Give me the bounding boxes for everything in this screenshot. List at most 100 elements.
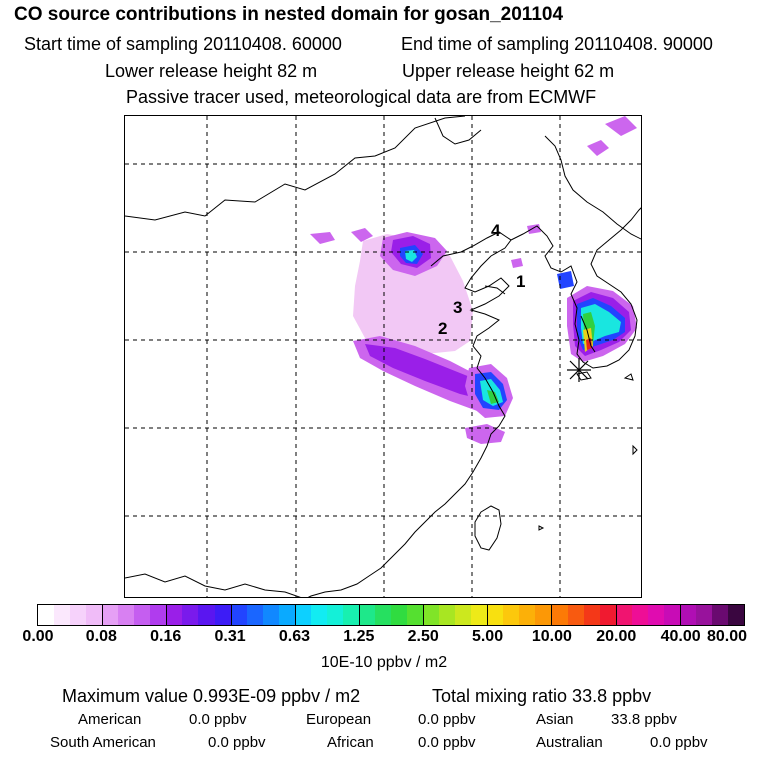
plume-south-tail [465,424,505,444]
plume-west-blob-1 [310,232,335,244]
colorbar-segment [374,605,392,625]
plume-ne-1 [587,140,609,156]
colorbar-segment [663,605,680,625]
colorbar-divider [615,605,617,625]
colorbar-tick-label: 0.63 [278,628,311,645]
colorbar-segment [246,605,263,625]
plume-ne-2 [605,116,637,136]
map-canvas: 1 2 3 4 [125,116,641,597]
colorbar-divider [294,605,296,625]
colorbar-segment [439,605,456,625]
colorbar-segment [198,605,215,625]
colorbar-segment [182,605,199,625]
colorbar-divider [679,605,681,625]
colorbar-tick-label: 0.08 [85,628,117,645]
plume-west-blob-2 [351,228,373,242]
contrib-european-label: European [306,711,372,728]
colorbar-segment [679,605,696,625]
site-labels: 1 2 3 4 [438,221,525,338]
colorbar-segment [599,605,616,625]
colorbar-tick-label: 5.00 [471,628,504,645]
colorbar-segment [519,605,536,625]
coastline-jeju [576,371,592,381]
colorbar [37,604,745,626]
colorbar-divider [423,605,425,625]
contrib-australian-value: 0.0 ppbv [650,734,708,751]
colorbar-segment [567,605,584,625]
site-label-1: 1 [516,272,525,291]
total-mixing-ratio: Total mixing ratio 33.8 ppbv [432,686,652,706]
plot-title: CO source contributions in nested domain… [14,4,564,25]
plume-korea [557,116,637,362]
colorbar-segment [391,605,408,625]
island-3 [538,525,545,531]
colorbar-segment [294,605,311,625]
island-1 [623,373,634,381]
colorbar-segment [358,605,375,625]
colorbar-segment [407,605,424,625]
sampling-start: Start time of sampling 20110408. 60000 [24,34,342,54]
release-lower: Lower release height 82 m [105,61,318,81]
coastline-china-north [125,116,466,221]
colorbar-tick-label: 10.00 [531,628,572,645]
colorbar-divider [166,605,168,625]
tracer-note: Passive tracer used, meteorological data… [126,87,597,107]
border-inland-2 [434,117,482,145]
colorbar-segment [326,605,343,625]
plume-blob-4 [527,224,541,234]
colorbar-segment [342,605,359,625]
colorbar-segment [214,605,231,625]
colorbar-tick-label: 80.00 [706,628,748,645]
receptor-star-icon [567,358,591,382]
island-2 [632,444,638,456]
coastline-layer [125,116,641,597]
contrib-european-value: 0.0 ppbv [418,711,476,728]
site-label-4: 4 [491,221,501,240]
site-label-3: 3 [453,298,462,317]
colorbar-segment [503,605,520,625]
colorbar-tick-label: 20.00 [596,628,637,645]
contrib-australian-label: Australian [536,734,603,751]
colorbar-segment [262,605,279,625]
colorbar-segment [711,605,729,625]
colorbar-segment [695,605,712,625]
colorbar-segment [86,605,103,625]
colorbar-segment [551,605,568,625]
coastline-bohai [430,231,512,369]
colorbar-segment [728,605,745,625]
colorbar-segment [310,605,327,625]
colorbar-segment [647,605,664,625]
colorbar-segment [455,605,472,625]
colorbar-segment [38,605,55,625]
contrib-asian-label: Asian [536,711,574,728]
plume-north-cyan [405,250,417,262]
coastline-korea-west [510,207,641,369]
sampling-end: End time of sampling 20110408. 90000 [401,34,713,54]
colorbar-segment [118,605,135,625]
plume-blob-3 [511,258,523,268]
colorbar-tick-label: 1.25 [343,628,375,645]
colorbar-segment [134,605,151,625]
colorbar-segment [166,605,183,625]
plume-light-region [353,234,473,354]
colorbar-segment [535,605,552,625]
colorbar-divider [230,605,232,625]
plume-islet-ring [557,271,574,289]
map-panel: 1 2 3 4 [124,115,642,598]
site-label-2: 2 [438,319,447,338]
colorbar-tick-label: 2.50 [407,628,439,645]
colorbar-divider [358,605,360,625]
coastline-yellow-sea [307,367,506,597]
plume-west [310,224,541,444]
colorbar-segment [278,605,295,625]
colorbar-segment [70,605,87,625]
colorbar-segment [150,605,167,625]
colorbar-tick-label: 0.31 [214,628,246,645]
coastline-peninsula-south [484,285,506,295]
colorbar-segment [631,605,648,625]
coastline-taiwan [474,505,502,551]
colorbar-segment [615,605,632,625]
release-upper: Upper release height 62 m [402,61,615,81]
plume-korea-red [586,338,592,350]
colorbar-segment [423,605,440,625]
